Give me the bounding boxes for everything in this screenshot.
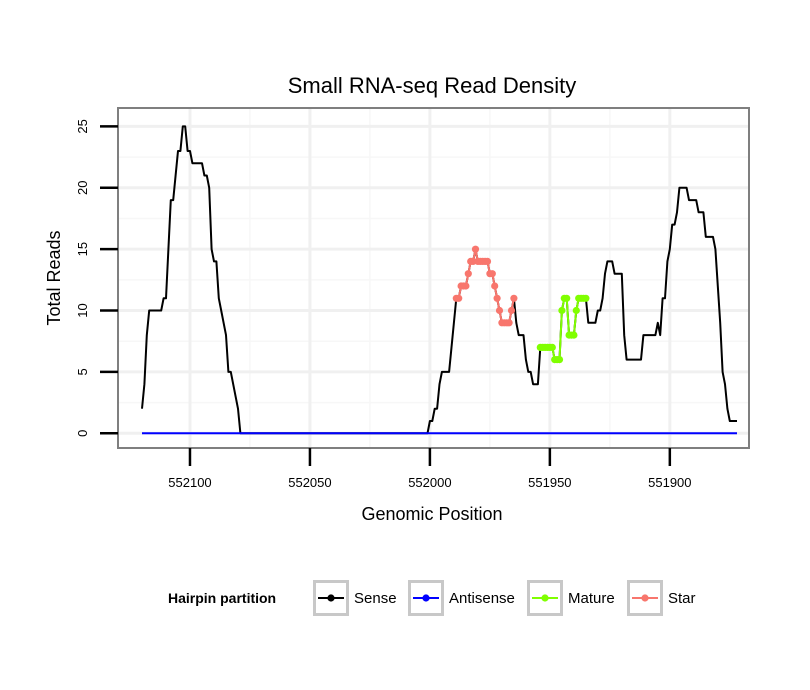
mature-point (555, 356, 564, 364)
mature-point (563, 294, 571, 302)
x-tick-label: 551950 (528, 475, 571, 490)
mature-point (572, 306, 580, 315)
mature-point (548, 343, 556, 351)
legend-key-point (327, 594, 335, 602)
x-axis-title: Genomic Position (361, 504, 502, 524)
x-tick-label: 552000 (408, 475, 451, 490)
y-tick-label: 15 (75, 242, 90, 256)
star-point (471, 245, 480, 253)
legend-label-antisense: Antisense (449, 590, 515, 607)
y-tick-label: 25 (75, 119, 90, 133)
legend-entry-sense: Sense (313, 580, 397, 616)
star-point (493, 294, 501, 302)
y-tick-label: 5 (75, 368, 90, 375)
star-point (455, 294, 463, 302)
legend-key-point (541, 594, 549, 602)
legend-key-point (422, 594, 430, 602)
mature-series (536, 294, 590, 364)
star-point (510, 294, 518, 302)
legend-label-star: Star (668, 590, 696, 607)
axes: 0 5 10 15 20 25 552100 552050 552000 551950 551900 (75, 119, 692, 490)
legend-entry-mature: Mature (527, 580, 615, 616)
legend-key-point (641, 594, 649, 602)
star-point (491, 282, 499, 290)
y-axis-title: Total Reads (44, 230, 64, 325)
y-tick-label: 0 (75, 430, 90, 437)
sense-series-line (141, 125, 737, 435)
star-point (507, 306, 516, 315)
series-layer (141, 125, 737, 435)
chart-title: Small RNA-seq Read Density (288, 73, 577, 98)
legend-label-mature: Mature (568, 590, 615, 607)
star-point (464, 270, 472, 278)
y-tick-label: 20 (75, 181, 90, 195)
star-series (452, 245, 518, 327)
legend-label-sense: Sense (354, 590, 397, 607)
grid-lines (119, 109, 748, 447)
star-point (483, 257, 492, 265)
legend-entry-star: Star (627, 580, 696, 616)
legend-title: Hairpin partition (168, 590, 276, 606)
mature-point (570, 331, 578, 339)
x-tick-label: 551900 (648, 475, 691, 490)
star-point (495, 306, 504, 315)
legend: Hairpin partition Sense Antisense Mature St… (168, 580, 696, 616)
star-point (505, 319, 513, 327)
star-point (488, 270, 496, 278)
x-tick-label: 552050 (288, 475, 331, 490)
y-tick-label: 10 (75, 303, 90, 317)
mature-point (558, 306, 566, 315)
mature-point (582, 294, 590, 302)
legend-entry-antisense: Antisense (408, 580, 515, 616)
star-point (462, 282, 470, 290)
x-tick-label: 552100 (168, 475, 211, 490)
plot-panel (117, 107, 750, 449)
